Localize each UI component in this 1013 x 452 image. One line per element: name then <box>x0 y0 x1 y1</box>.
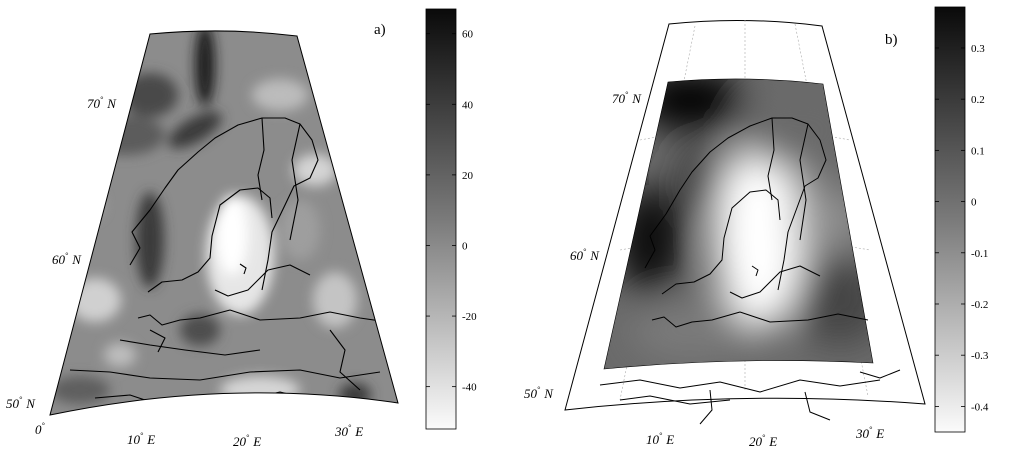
colorbar-a: 60 40 20 0 -20 -40 <box>425 8 477 430</box>
colorbar-b-tick-label: 0.1 <box>971 145 985 157</box>
lat-label-a-50-deg: 50 <box>6 396 20 411</box>
colorbar-b-gradient <box>934 6 966 433</box>
colorbar-b: 0.3 0.2 0.1 0 -0.1 -0.2 -0.3 -0.4 <box>934 6 989 433</box>
lon-label-b-10-deg: 10 <box>646 432 660 447</box>
map-b <box>564 19 926 425</box>
coastlines-b <box>599 117 901 425</box>
lon-label-b-10: 10° E <box>646 431 674 447</box>
lat-label-a-70-deg: 70 <box>87 96 101 111</box>
lon-label-b-30: 30° E <box>855 425 884 441</box>
colorbar-a-tick-label: -20 <box>462 311 477 323</box>
lat-label-b-70-deg-sign: ° <box>625 90 629 99</box>
lat-label-b-50-deg-sign: ° <box>537 385 541 394</box>
panel-label-a: a) <box>374 22 386 38</box>
colorbar-b-tick-label: -0.4 <box>971 401 989 413</box>
lon-label-a-30: 30° E <box>334 423 363 439</box>
lon-label-a-20-deg-sign: ° <box>246 433 250 442</box>
colorbar-b-tick-label: 0.3 <box>971 43 985 55</box>
lat-label-b-50: 50° N <box>524 385 554 401</box>
lon-label-b-20: 20° E <box>749 433 777 449</box>
panel-label-b: b) <box>885 32 898 48</box>
lon-label-a-20-deg: 20 <box>233 434 247 449</box>
colorbar-a-tick-label: 0 <box>462 240 468 252</box>
lat-label-a-50-deg-sign: ° <box>19 395 23 404</box>
colorbar-a-tick-label: 60 <box>462 29 474 41</box>
lat-label-a-70-unit: N <box>106 96 117 111</box>
lat-label-b-60-deg: 60 <box>570 248 584 263</box>
lat-label-b-70-unit: N <box>631 91 642 106</box>
lon-label-b-20-deg-sign: ° <box>762 433 766 442</box>
coastlines-a <box>69 117 389 411</box>
lat-label-b-60-unit: N <box>589 248 600 263</box>
lon-label-b-30-deg: 30 <box>855 426 870 441</box>
lon-label-a-20: 20° E <box>233 433 261 449</box>
lon-label-b-20-deg: 20 <box>749 434 763 449</box>
lat-label-b-60: 60° N <box>570 247 600 263</box>
colorbar-b-tick-label: 0 <box>971 197 977 209</box>
colorbar-b-tick-label: -0.3 <box>971 350 989 362</box>
lon-label-b-10-deg-sign: ° <box>659 431 663 440</box>
colorbar-a-tick-label: 40 <box>462 99 474 111</box>
lon-label-b-20-unit: E <box>768 434 777 449</box>
lon-label-a-10-unit: E <box>146 432 155 447</box>
colorbar-b-ticks: 0.3 0.2 0.1 0 -0.1 -0.2 -0.3 -0.4 <box>935 43 989 413</box>
lon-label-a-10-deg-sign: ° <box>140 431 144 440</box>
lat-label-a-60-deg: 60 <box>52 252 66 267</box>
lat-label-a-50: 50° N <box>6 395 36 411</box>
lat-label-a-50-unit: N <box>25 396 36 411</box>
lat-label-a-60: 60° N <box>52 251 82 267</box>
lon-label-a-0-deg-sign: ° <box>42 421 46 430</box>
colorbar-a-gradient <box>425 8 457 430</box>
lon-label-a-20-unit: E <box>252 434 261 449</box>
lon-label-a-10-deg: 10 <box>127 432 141 447</box>
colorbar-b-tick-label: -0.2 <box>971 299 988 311</box>
map-a <box>49 30 399 416</box>
lat-label-a-70-deg-sign: ° <box>100 95 104 104</box>
colorbar-a-ticks: 60 40 20 0 -20 -40 <box>426 29 477 394</box>
lon-label-a-0: 0° <box>35 421 46 437</box>
lat-label-a-60-unit: N <box>71 252 82 267</box>
lon-label-b-30-deg-sign: ° <box>869 425 873 434</box>
colorbar-b-tick-label: -0.1 <box>971 248 988 260</box>
lon-label-a-10: 10° E <box>127 431 155 447</box>
lon-label-a-30-deg-sign: ° <box>348 423 352 432</box>
lon-label-a-30-unit: E <box>354 424 363 439</box>
lat-label-b-50-unit: N <box>543 386 554 401</box>
lat-label-a-70: 70° N <box>87 95 117 111</box>
lon-label-a-0-deg: 0 <box>35 422 42 437</box>
lon-label-b-10-unit: E <box>665 432 674 447</box>
colorbar-b-tick-label: 0.2 <box>971 94 985 106</box>
panel-a: a) 70° N 60° N 50° N 0° 10° E 20° E 30° E 6040… <box>6 8 477 449</box>
lat-label-b-70-deg: 70 <box>612 91 626 106</box>
lat-label-b-50-deg: 50 <box>524 386 538 401</box>
colorbar-a-tick-label: 20 <box>462 170 474 182</box>
lat-label-b-70: 70° N <box>612 90 642 106</box>
lon-label-a-30-deg: 30 <box>334 424 349 439</box>
panel-b: b) 70° N 60° N 50° N 10° E 20° E 30° E 0.30.20… <box>524 6 989 449</box>
lat-label-b-60-deg-sign: ° <box>583 247 587 256</box>
lon-label-b-30-unit: E <box>875 426 884 441</box>
colorbar-a-tick-label: -40 <box>462 382 477 394</box>
lat-label-a-60-deg-sign: ° <box>65 251 69 260</box>
